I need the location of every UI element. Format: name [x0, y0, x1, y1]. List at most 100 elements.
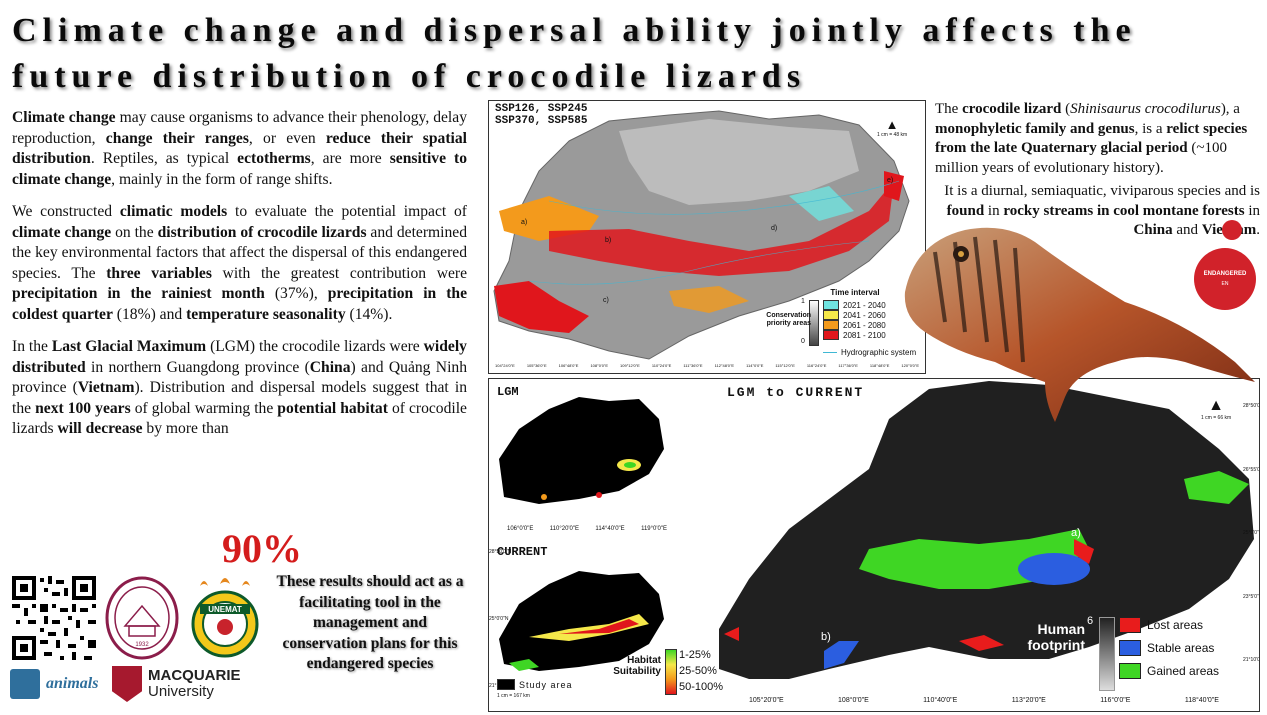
text-run: , is a [1134, 120, 1167, 137]
species-intro: The crocodile lizard (Shinisaurus crocod… [935, 100, 1260, 178]
tick-label: 25°0'0"N [489, 616, 509, 622]
change-swatch [1119, 640, 1141, 656]
lgm-current-map-panel: LGM CURRENT LGM to CURRENT 106°0'0"E 110°… [488, 378, 1260, 712]
tick-label: 113°20'0"E [1011, 697, 1046, 704]
area-label-d: d) [771, 225, 778, 232]
top-map-legend: Time interval 1 0 Conservation priority … [766, 288, 921, 358]
change-class-row: Stable areas [1119, 640, 1219, 656]
area-label-b-big: b) [821, 631, 831, 643]
lgm-to-current-label: LGM to CURRENT [727, 385, 865, 400]
iucn-logo-icon [1222, 220, 1242, 240]
text-run: monophyletic family and genus [935, 120, 1135, 137]
human-footprint-title: Human footprint [1027, 621, 1085, 653]
text-run: change their ranges [105, 129, 249, 147]
hydro-line-icon [823, 352, 837, 353]
tick-label: 108°0'0"E [590, 363, 609, 368]
change-swatch [1119, 663, 1141, 679]
methods-paragraph: We constructed climatic models to evalua… [12, 202, 467, 325]
tick-label: 116°0'0"E [1100, 697, 1131, 704]
closing-statement: These results should act as a facilitati… [276, 573, 464, 672]
macquarie-logo: MACQUARIE University [112, 664, 270, 704]
text-run: Climate change [12, 109, 116, 126]
text-run: to evaluate the potential impact of [227, 203, 467, 220]
crocodile-lizard-image [904, 227, 1255, 422]
text-run: may cause organisms to advance their phe… [12, 109, 467, 147]
text-run: , or even [248, 129, 326, 147]
interval-row: 2081 - 2100 [823, 330, 886, 340]
text-run: , mainly in the form of range shifts. [111, 170, 333, 188]
species-description: The crocodile lizard (Shinisaurus crocod… [935, 100, 1260, 241]
tick-label: 105°20'0"E [749, 697, 784, 704]
area-label-b: b) [605, 237, 612, 244]
interval-swatch [823, 300, 839, 310]
interval-swatch [823, 320, 839, 330]
text-run: It is a diurnal, semiaquatic, viviparous… [944, 183, 1260, 199]
habitat-gradient [665, 649, 677, 695]
interval-list: 2021 - 2040 2041 - 2060 2061 - 2080 2081… [823, 300, 886, 340]
text-run: with the greatest contribution were [211, 264, 468, 282]
badge-code: EN [1221, 281, 1229, 287]
human-top-value: 6 [1087, 615, 1094, 627]
text-run: (LGM) the crocodile lizards were [206, 338, 424, 355]
intro-paragraph: Climate change may cause organisms to ad… [12, 108, 467, 190]
text-run: Vietnam [77, 379, 135, 396]
text-run: ) and Quảng Ninh province ( [12, 358, 467, 397]
hydro-legend: Hydrographic system [823, 348, 916, 357]
scenario-label-1: SSP126, SSP245 [495, 103, 588, 115]
text-run: (18%) and [112, 305, 187, 323]
text-run: by more than [142, 420, 229, 437]
text-run: . Reptiles, as typical [90, 150, 238, 167]
current-label: CURRENT [497, 545, 548, 559]
text-run: will decrease [57, 420, 143, 437]
tick-label: 114°0'0"E [746, 363, 764, 368]
tick-label: 115°12'0"E [775, 363, 795, 368]
text-run: We constructed [12, 203, 120, 220]
conservation-gradient [809, 300, 819, 346]
habitat-level-1: 1-25% [679, 649, 711, 661]
change-legend: Human footprint 6 100 Lost areas Stable … [1019, 609, 1259, 709]
tick-label: 23°5'0"N [1243, 593, 1259, 600]
text-run: relict species from the late Quaternary … [935, 120, 1248, 157]
badge-status: ENDANGERED [1203, 271, 1247, 277]
unemat-logo: UNEMAT [191, 578, 259, 658]
area-label-a: a) [521, 219, 528, 226]
area-label-c: c) [603, 297, 609, 304]
area-label-e: e) [887, 177, 894, 184]
cons-bottom-value: 0 [801, 338, 805, 345]
animals-label: animals [46, 675, 99, 692]
human-bottom-value: 100 [1081, 679, 1100, 691]
tick-label: 119°0'0"E [641, 526, 667, 532]
text-run: and determined the key environmental fac… [12, 223, 467, 282]
tick-label: 117°36'0"E [838, 363, 858, 368]
interval-row: 2061 - 2080 [823, 320, 886, 330]
text-run: Last Glacial Maximum [51, 338, 207, 355]
text-run: climate change [12, 223, 112, 241]
tick-label: 21°10'0"N [1243, 657, 1259, 663]
text-run: temperature seasonality [186, 305, 346, 323]
big-map-latitude-ticks: 28°50'0"N 26°55'0"N 25°0'0"N 23°5'0"N 21°10'… [1243, 403, 1259, 663]
text-run: precipitation in the coldest quarter [12, 285, 467, 323]
tick-label: 28°50'0"N [1243, 403, 1259, 409]
text-run: widely distributed [12, 338, 467, 376]
text-run: The [935, 101, 963, 117]
text-run: in [984, 202, 1004, 219]
text-run: of crocodile lizards [12, 399, 467, 438]
text-run: precipitation in the rainiest month [12, 285, 265, 302]
text-run: of global warming the [130, 399, 278, 417]
text-run: in [1244, 202, 1260, 219]
text-run: and [1172, 222, 1202, 238]
north-arrow-icon: ▲ [1208, 397, 1224, 414]
text-run: sensitive to climate change [12, 150, 468, 188]
poster-title: Climate change and dispersal ability joi… [12, 12, 1137, 95]
small-map-latitude-ticks: 28°50'0"N25°0'0"N21°10'0"N [489, 549, 511, 689]
big-map-scale: 1 cm = 66 km [1201, 415, 1232, 421]
text-run: ectotherms [237, 150, 311, 167]
text-run: ). Distribution and dispersal models sug… [12, 379, 467, 417]
text-run: (37%), [264, 285, 328, 302]
habitat-level-3: 50-100% [679, 681, 724, 693]
habitat-level-2: 25-50% [679, 665, 717, 677]
tick-label: 25°0'0"N [1243, 530, 1259, 536]
text-run: three variables [106, 264, 212, 282]
scenario-label-2: SSP370, SSP585 [495, 115, 588, 127]
future-scenarios-map: SSP126, SSP245 SSP370, SSP585 a) b) c) d… [488, 100, 926, 374]
